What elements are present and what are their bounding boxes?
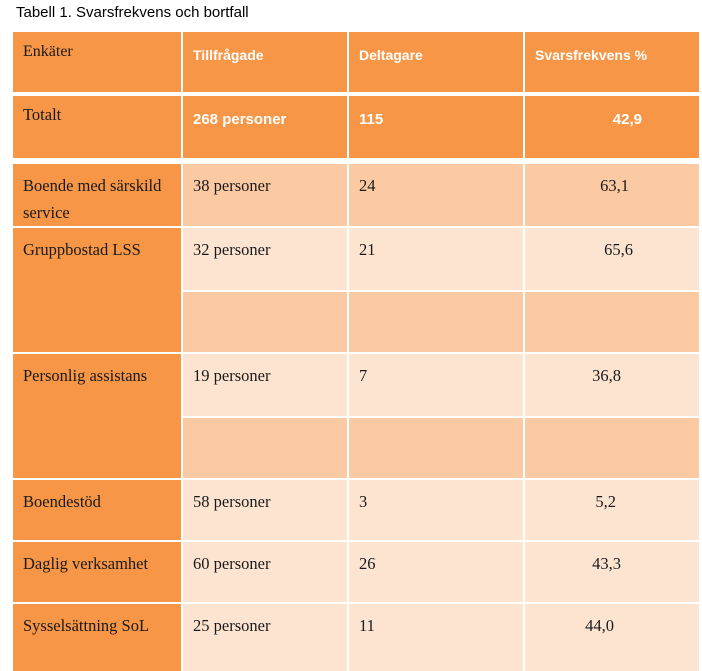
header-surveys: Enkäter <box>13 32 181 92</box>
row-participants: 21 <box>349 228 523 290</box>
header-participants: Deltagare <box>349 32 523 92</box>
row-participants: 3 <box>349 480 523 540</box>
header-response-rate: Svarsfrekvens % <box>525 32 699 92</box>
row-participants: 7 <box>349 354 523 416</box>
row-participants: 24 <box>349 164 523 226</box>
row-asked: 19 personer <box>183 354 347 416</box>
empty-cell <box>183 418 347 478</box>
row-rate: 44,0 <box>525 604 699 671</box>
row-rate: 63,1 <box>525 164 699 226</box>
row-rate: 5,2 <box>525 480 699 540</box>
total-asked: 268 personer <box>183 96 347 158</box>
table-caption: Tabell 1. Svarsfrekvens och bortfall <box>16 4 249 21</box>
header-asked: Tillfrågade <box>183 32 347 92</box>
row-label: Gruppbostad LSS <box>13 228 181 352</box>
row-rate: 43,3 <box>525 542 699 602</box>
empty-cell <box>525 292 699 352</box>
row-label: Personlig assistans <box>13 354 181 478</box>
row-participants: 11 <box>349 604 523 671</box>
total-participants: 115 <box>349 96 523 158</box>
empty-cell <box>525 418 699 478</box>
empty-cell <box>349 292 523 352</box>
row-label: Daglig verksamhet <box>13 542 181 602</box>
row-asked: 32 personer <box>183 228 347 290</box>
row-asked: 25 personer <box>183 604 347 671</box>
row-label: Sysselsättning SoL <box>13 604 181 671</box>
row-participants: 26 <box>349 542 523 602</box>
total-label: Totalt <box>13 96 181 158</box>
row-asked: 38 personer <box>183 164 347 226</box>
response-rate-table: Enkäter Tillfrågade Deltagare Svarsfrekv… <box>13 32 699 671</box>
empty-cell <box>349 418 523 478</box>
row-asked: 60 personer <box>183 542 347 602</box>
total-rate: 42,9 <box>525 96 699 158</box>
row-asked: 58 personer <box>183 480 347 540</box>
empty-cell <box>183 292 347 352</box>
row-label: Boende med särskild service <box>13 164 181 226</box>
row-rate: 36,8 <box>525 354 699 416</box>
row-label: Boendestöd <box>13 480 181 540</box>
row-rate: 65,6 <box>525 228 699 290</box>
